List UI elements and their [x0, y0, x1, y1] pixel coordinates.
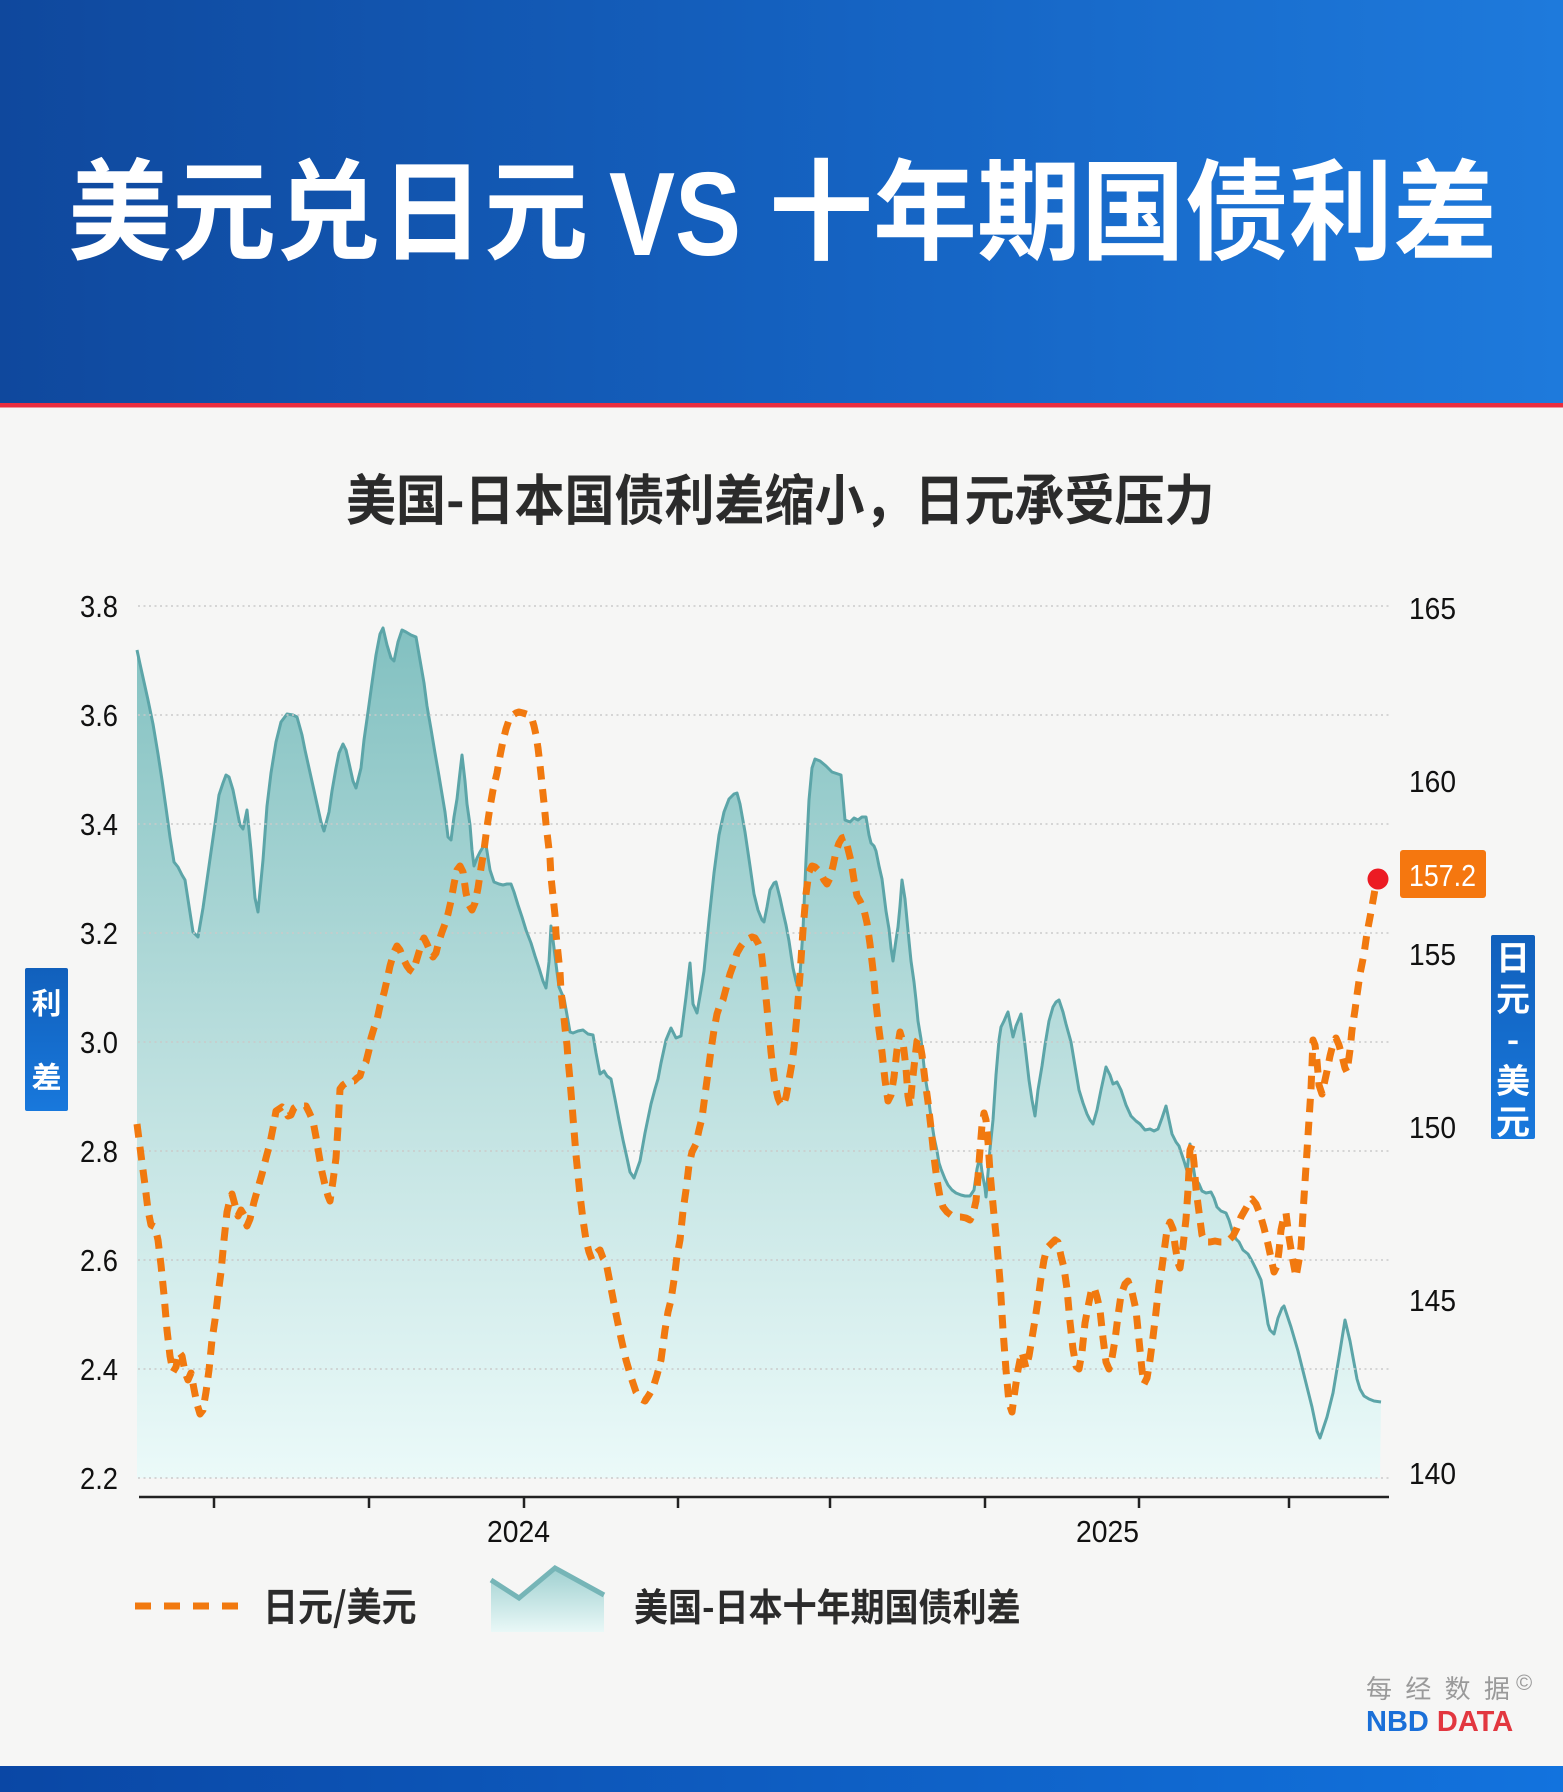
svg-text:2024: 2024 [487, 1514, 550, 1549]
svg-text:3.6: 3.6 [80, 698, 118, 733]
svg-text:2.4: 2.4 [80, 1352, 118, 1387]
svg-text:NBD DATA: NBD DATA [1366, 1706, 1513, 1738]
svg-text:2.6: 2.6 [80, 1243, 118, 1278]
svg-text:VS: VS [609, 148, 741, 281]
svg-text:3.0: 3.0 [80, 1025, 118, 1060]
svg-text:2025: 2025 [1076, 1514, 1139, 1549]
svg-text:3.8: 3.8 [80, 589, 118, 624]
svg-text:160: 160 [1409, 764, 1456, 799]
svg-text:2.8: 2.8 [80, 1134, 118, 1169]
svg-text:2.2: 2.2 [80, 1461, 118, 1496]
svg-text:3.4: 3.4 [80, 807, 118, 842]
svg-text:140: 140 [1409, 1456, 1456, 1491]
svg-text:145: 145 [1409, 1283, 1456, 1318]
svg-text:3.2: 3.2 [80, 916, 118, 951]
svg-text:©: © [1516, 1670, 1532, 1695]
svg-text:150: 150 [1409, 1110, 1456, 1145]
svg-text:155: 155 [1409, 937, 1456, 972]
svg-text:165: 165 [1409, 591, 1456, 626]
svg-text:157.2: 157.2 [1409, 858, 1476, 893]
